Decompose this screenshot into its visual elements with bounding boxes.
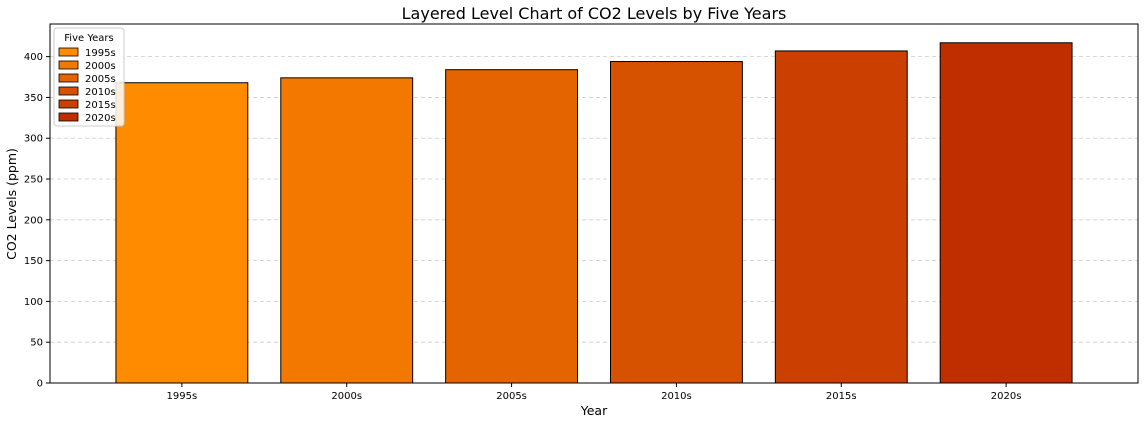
legend-swatch [58,60,79,70]
legend-label: 2005s [85,74,116,85]
axes [46,23,1139,387]
y-tick-label: 300 [24,134,43,145]
x-tick-label: 1995s [167,391,198,402]
legend-title: Five Years [64,33,113,44]
legend-swatch [58,112,79,122]
bar-2015s [774,50,908,384]
legend-label: 2000s [85,61,116,72]
bar-1995s [115,82,249,384]
bar-2000s [280,77,414,384]
legend-label: 2015s [85,100,116,111]
legend-swatch [58,47,79,57]
chart-title: Layered Level Chart of CO2 Levels by Fiv… [402,4,787,23]
y-tick-label: 400 [24,52,43,63]
bar-2005s [445,69,579,384]
x-tick-label: 2020s [991,391,1022,402]
x-tick-label: 2010s [661,391,692,402]
y-tick-label: 350 [24,93,43,104]
legend-swatch [58,73,79,83]
y-tick-label: 100 [24,297,43,308]
x-tick-label: 2005s [496,391,527,402]
y-tick-label: 150 [24,256,43,267]
bar-2020s [939,42,1073,384]
legend-label: 1995s [85,48,116,59]
legend-label: 2020s [85,113,116,124]
x-tick-label: 2000s [331,391,362,402]
legend-swatch [58,99,79,109]
plot-frame [49,23,1139,384]
y-tick-label: 0 [37,379,43,390]
legend: Five Years 1995s 2000s 2005s 2010s 2015s 2020s [53,27,125,127]
bar-2010s [609,61,743,384]
legend-label: 2010s [85,87,116,98]
y-tick-label: 250 [24,175,43,186]
legend-swatch [58,86,79,96]
y-axis-title: CO2 Levels (ppm) [4,148,19,260]
x-axis-title: Year [580,403,608,418]
y-tick-label: 200 [24,215,43,226]
tick-labels: 0 50 100 150 200 250 300 350 400 1995s 2000s 2005s 2… [24,52,1022,402]
y-tick-label: 50 [30,338,43,349]
bars [115,42,1073,384]
x-tick-label: 2015s [826,391,857,402]
